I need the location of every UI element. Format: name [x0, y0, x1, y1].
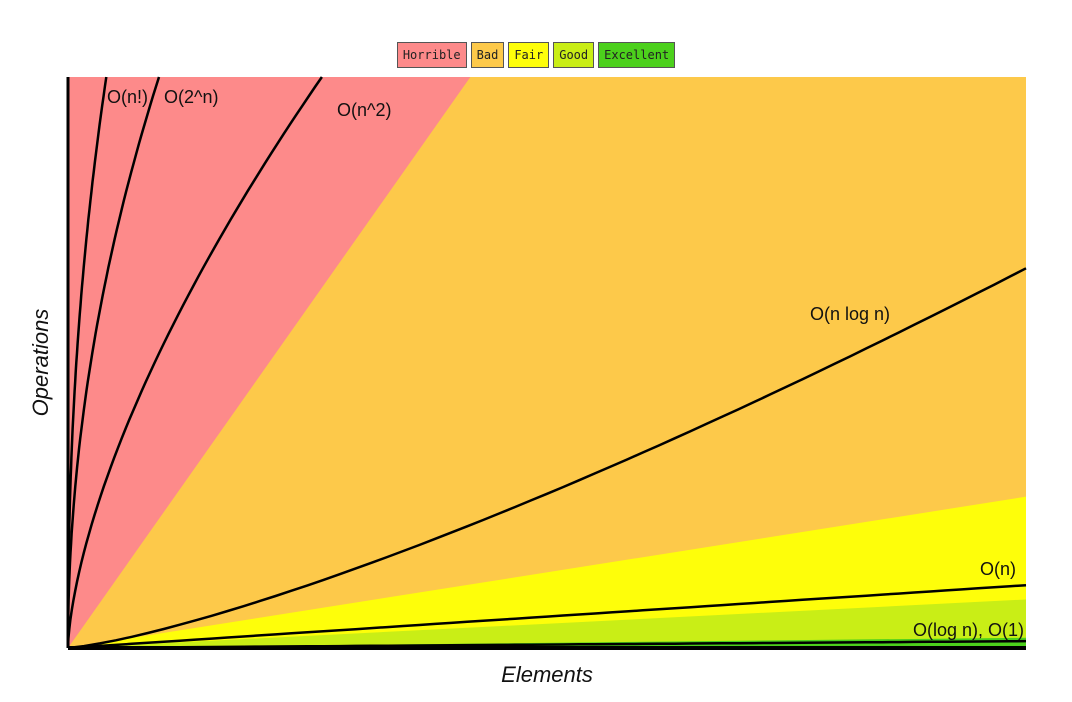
legend-item-excellent[interactable]: Excellent — [598, 42, 676, 68]
legend-item-horrible[interactable]: Horrible — [396, 42, 467, 68]
zone-good — [68, 599, 1026, 648]
zone-bad — [68, 77, 1026, 648]
curve-label-log: O(log n), O(1) — [913, 620, 1024, 640]
curve-nlogn — [67, 267, 1027, 650]
curve-label-factorial: O(n!) — [107, 87, 148, 107]
legend-item-bad[interactable]: Bad — [470, 42, 505, 68]
curve-label-exponential: O(2^n) — [164, 87, 218, 107]
curve-label-quadratic: O(n^2) — [337, 100, 391, 120]
zone-areas — [68, 77, 1026, 648]
curve-exponential — [66, 76, 161, 648]
curve-linear — [67, 583, 1027, 650]
curve-label-linear: O(n) — [980, 559, 1016, 579]
zone-excellent — [68, 637, 1026, 648]
legend-item-good[interactable]: Good — [553, 42, 595, 68]
curve-labels: O(n!) O(2^n) O(n^2) O(n log n) O(n) O(log n),… — [107, 87, 1024, 640]
x-axis-title: Elements — [501, 662, 593, 687]
zone-fair — [68, 496, 1026, 648]
legend-item-fair[interactable]: Fair — [508, 42, 550, 68]
curve-label-nlogn: O(n log n) — [810, 304, 890, 324]
y-axis-title: Operations — [28, 309, 53, 417]
chart-legend: Horrible Bad Fair Good Excellent — [0, 42, 1072, 68]
curve-quadratic — [66, 76, 323, 649]
